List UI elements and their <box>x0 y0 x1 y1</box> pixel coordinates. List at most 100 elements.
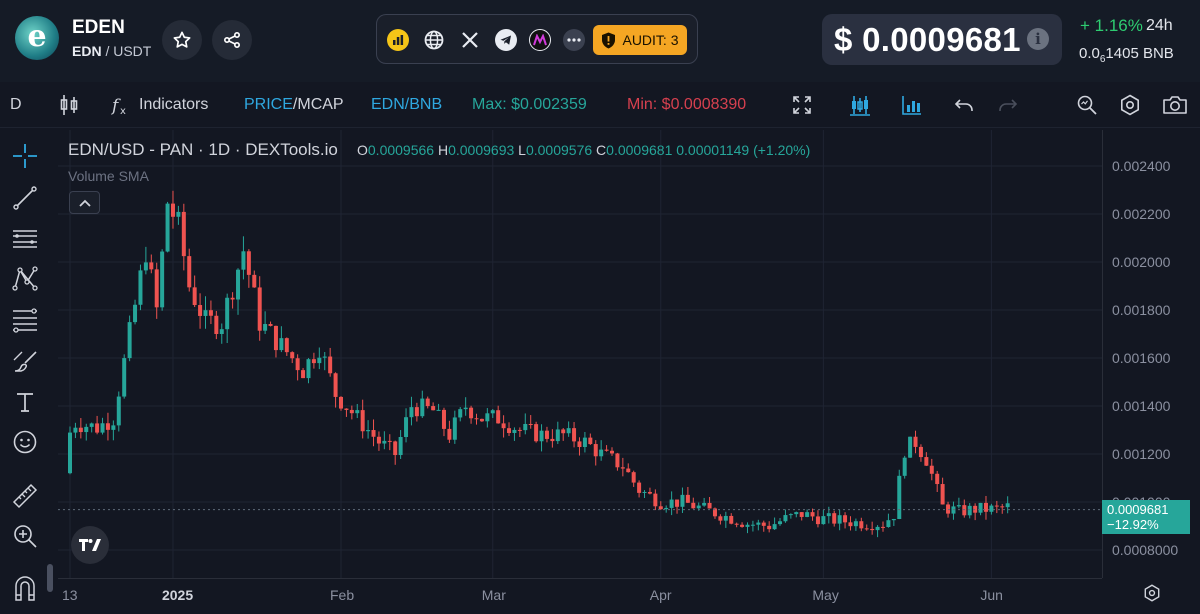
toolbar-scrollbar[interactable] <box>47 564 53 592</box>
candle <box>821 510 826 525</box>
audit-button[interactable]: AUDIT: 3 <box>593 25 687 55</box>
candle <box>848 516 853 531</box>
candle <box>512 427 517 441</box>
candle <box>989 503 994 515</box>
fib-retracement-icon[interactable] <box>11 306 39 334</box>
candle <box>420 390 425 418</box>
candle <box>214 310 219 340</box>
candle <box>729 513 734 525</box>
tradingview-logo[interactable] <box>71 526 109 564</box>
candle <box>940 477 945 505</box>
indicators-button[interactable]: Indicators <box>139 96 209 113</box>
high-value: 0.0009693 <box>448 142 515 158</box>
info-icon[interactable]: i <box>1027 28 1049 50</box>
candle <box>431 402 436 411</box>
shield-icon <box>602 32 616 48</box>
candle <box>322 351 327 371</box>
candle <box>837 509 842 531</box>
candle <box>68 426 72 475</box>
candle <box>973 503 978 521</box>
ruler-icon[interactable] <box>11 482 39 510</box>
drawing-toolbar <box>0 128 53 614</box>
fullscreen-icon[interactable] <box>791 94 813 116</box>
candle-type-icon[interactable] <box>58 94 80 116</box>
text-tool-icon[interactable] <box>11 388 39 416</box>
candle <box>718 514 723 525</box>
candle <box>122 354 127 399</box>
volume-chart-icon[interactable] <box>901 94 923 116</box>
candle <box>333 372 338 408</box>
horizontal-lines-icon[interactable] <box>11 225 39 253</box>
candle <box>604 445 609 452</box>
candle <box>203 296 208 329</box>
dextools-icon[interactable] <box>387 29 409 51</box>
chart-settings-icon[interactable] <box>1143 584 1161 607</box>
candle <box>349 405 354 420</box>
collapse-legend-button[interactable] <box>69 191 100 214</box>
zoom-in-icon[interactable] <box>11 522 39 550</box>
candle <box>875 525 880 538</box>
candle <box>236 268 241 315</box>
trend-line-icon[interactable] <box>11 184 39 212</box>
favorite-button[interactable] <box>162 20 202 60</box>
candle <box>398 430 403 459</box>
candle <box>902 455 907 479</box>
undo-icon[interactable] <box>953 94 975 116</box>
crosshair-icon[interactable] <box>11 142 39 170</box>
pair-toggle[interactable]: EDN/BNB <box>371 96 443 113</box>
candle <box>994 500 999 514</box>
candle <box>436 403 441 411</box>
marketplace-icon[interactable] <box>529 29 551 51</box>
y-tick-label: 0.001200 <box>1112 446 1171 462</box>
candle <box>284 337 289 356</box>
magnet-icon[interactable] <box>11 574 39 602</box>
camera-icon[interactable] <box>1162 94 1188 116</box>
pattern-tool-icon[interactable] <box>11 265 39 293</box>
candle <box>452 410 457 444</box>
bnb-price: 0.061405 BNB <box>1079 45 1174 65</box>
candle <box>853 518 858 531</box>
telegram-icon[interactable] <box>495 29 517 51</box>
x-icon[interactable] <box>459 29 481 51</box>
website-icon[interactable] <box>423 29 445 51</box>
candle <box>387 434 392 451</box>
x-tick-label: 2025 <box>162 587 193 603</box>
candle <box>73 422 78 439</box>
y-tick-label: 0.001800 <box>1112 302 1171 318</box>
brush-icon[interactable] <box>11 347 39 375</box>
candle <box>268 321 273 327</box>
candle <box>582 432 587 453</box>
settings-icon[interactable] <box>1119 94 1141 116</box>
candle <box>761 520 766 532</box>
mcap-toggle[interactable]: MCAP <box>297 96 344 113</box>
interval-selector[interactable]: D <box>10 96 22 113</box>
candle <box>810 508 815 521</box>
share-button[interactable] <box>212 20 252 60</box>
candle <box>539 424 544 452</box>
emoji-icon[interactable] <box>11 428 39 456</box>
price-mcap-toggle[interactable]: PRICE/MCAP <box>244 96 344 113</box>
change-value: 0.00001149 (+1.20%) <box>676 142 811 158</box>
candle <box>555 421 560 444</box>
candle <box>360 399 365 439</box>
candle <box>263 311 268 335</box>
candle <box>404 408 409 443</box>
candle <box>187 248 192 292</box>
x-tick-label: Jun <box>980 587 1003 603</box>
volume-sma-label: Volume SMA <box>68 168 149 184</box>
candles-compare-icon[interactable] <box>849 94 871 116</box>
candle <box>100 417 105 435</box>
candle <box>116 391 121 432</box>
price-toggle[interactable]: PRICE <box>244 96 293 113</box>
search-icon[interactable] <box>1076 94 1098 116</box>
more-icon[interactable] <box>563 29 585 51</box>
price-change-24h: + 1.16% <box>1080 16 1143 35</box>
min-price-label: Min: $0.0008390 <box>627 96 747 113</box>
candle <box>301 367 306 379</box>
candle <box>463 397 468 416</box>
candle <box>149 254 154 274</box>
redo-icon[interactable] <box>997 94 1019 116</box>
candle <box>637 480 642 498</box>
